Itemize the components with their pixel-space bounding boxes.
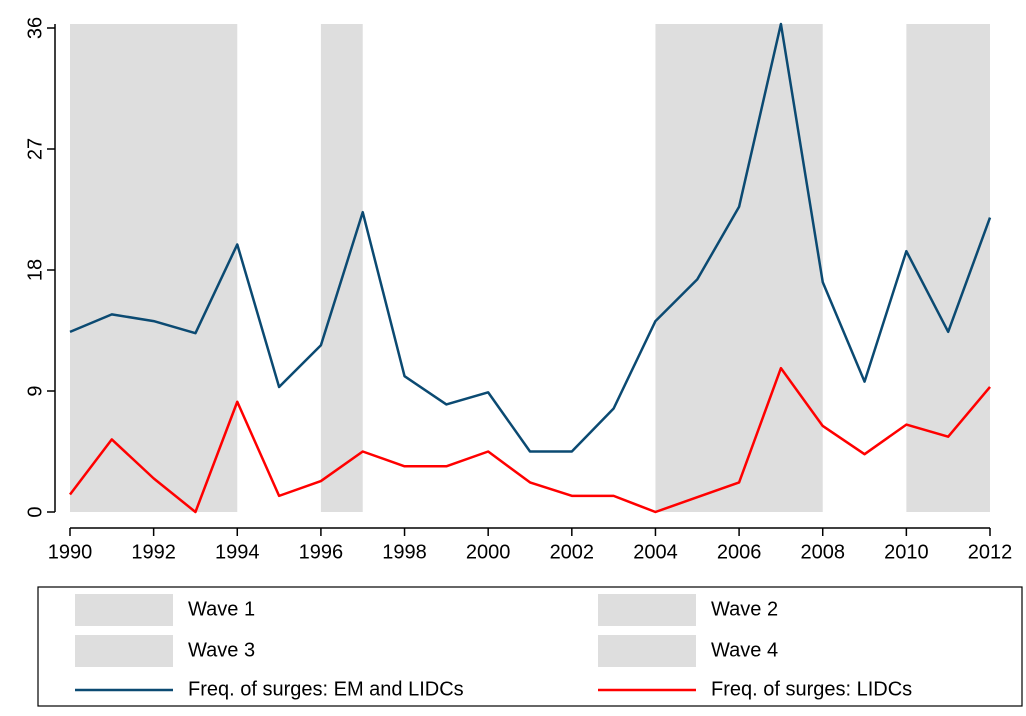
legend-label: Freq. of surges: EM and LIDCs <box>188 678 464 700</box>
legend-swatch <box>598 594 696 626</box>
legend-label: Wave 4 <box>711 639 778 661</box>
x-tick-label: 2012 <box>968 541 1013 563</box>
x-tick-label: 2008 <box>800 541 845 563</box>
x-tick-label: 1992 <box>131 541 176 563</box>
wave-band <box>906 24 990 512</box>
x-tick-label: 1990 <box>48 541 93 563</box>
x-tick-label: 2000 <box>466 541 511 563</box>
y-tick-label: 27 <box>24 138 46 160</box>
legend-swatch <box>598 635 696 667</box>
series-line <box>69 22 992 453</box>
y-tick-label: 0 <box>24 506 46 517</box>
wave-band <box>655 24 823 512</box>
x-tick-label: 2002 <box>550 541 595 563</box>
legend-swatch <box>75 594 173 626</box>
y-tick-label: 18 <box>24 259 46 281</box>
y-tick-label: 9 <box>24 385 46 396</box>
legend-label: Wave 3 <box>188 639 255 661</box>
legend-box <box>37 586 1023 707</box>
legend-label: Wave 2 <box>711 598 778 620</box>
y-tick-label: 36 <box>24 17 46 39</box>
x-tick-label: 1996 <box>299 541 344 563</box>
legend-label: Wave 1 <box>188 598 255 620</box>
x-tick-label: 2004 <box>633 541 678 563</box>
x-tick-label: 1994 <box>215 541 260 563</box>
x-tick-label: 1998 <box>382 541 427 563</box>
x-tick-label: 2006 <box>717 541 762 563</box>
x-tick-label: 2010 <box>884 541 929 563</box>
wave-band <box>320 24 363 512</box>
legend-swatch <box>75 635 173 667</box>
series-line <box>69 366 991 514</box>
wave-band <box>70 24 238 512</box>
legend-label: Freq. of surges: LIDCs <box>711 678 912 700</box>
